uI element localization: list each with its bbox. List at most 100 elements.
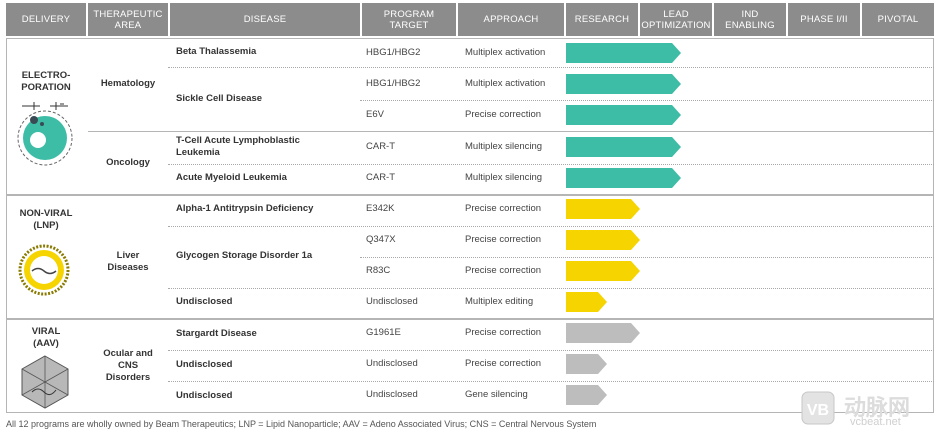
- progress-arrow: [566, 354, 607, 374]
- header-approach-label: APPROACH: [483, 14, 539, 25]
- program-target: E342K: [366, 203, 395, 214]
- progress-arrow: [566, 261, 640, 281]
- watermark-cn: 动脉网: [844, 396, 911, 421]
- progress-arrow-shape: [566, 261, 640, 281]
- program-approach: Multiplex activation: [465, 47, 546, 58]
- watermark-en: vcbeat.net: [850, 416, 901, 428]
- hematology-oncology-divider: [88, 131, 934, 132]
- footnote: All 12 programs are wholly owned by Beam…: [6, 419, 597, 429]
- progress-arrow: [566, 230, 640, 250]
- header-lead-label: LEAD OPTIMIZATION: [641, 8, 711, 31]
- progress-arrow: [566, 137, 681, 157]
- header-phase: PHASE I/II: [788, 3, 860, 36]
- header-target-label: PROGRAM TARGET: [383, 8, 435, 31]
- header-delivery: DELIVERY: [6, 3, 86, 36]
- program-approach: Precise correction: [465, 203, 542, 214]
- progress-arrow-shape: [566, 199, 640, 219]
- progress-arrow: [566, 105, 681, 125]
- program-approach: Precise correction: [465, 265, 542, 276]
- disease-label: Glycogen Storage Disorder 1a: [176, 250, 313, 261]
- header-research-label: RESEARCH: [574, 14, 630, 25]
- progress-arrow-shape: [566, 168, 681, 188]
- disease-label: Undisclosed: [176, 390, 233, 401]
- progress-arrow-shape: [566, 323, 640, 343]
- progress-arrow: [566, 168, 681, 188]
- program-approach: Precise correction: [465, 109, 542, 120]
- header-research: RESEARCH: [566, 3, 638, 36]
- program-target: CAR-T: [366, 141, 396, 152]
- progress-arrow: [566, 292, 607, 312]
- program-target: Undisclosed: [366, 389, 418, 400]
- header-ind-label: IND ENABLING: [725, 8, 775, 31]
- program-target: R83C: [366, 265, 391, 276]
- row-divider: [168, 67, 934, 68]
- row-divider: [168, 288, 934, 289]
- program-target: E6V: [366, 109, 384, 120]
- progress-arrow-shape: [566, 137, 681, 157]
- pipeline-header: DELIVERY THERAPEUTIC AREA DISEASE PROGRAM T…: [6, 3, 934, 36]
- electroporation-icon: [17, 102, 73, 166]
- lnp-icon: [18, 244, 70, 296]
- program-approach: Multiplex silencing: [465, 172, 543, 183]
- program-target: Undisclosed: [366, 358, 418, 369]
- disease-label: Beta Thalassemia: [176, 46, 257, 57]
- row-divider: [168, 164, 934, 165]
- program-target: Undisclosed: [366, 296, 418, 307]
- disease-label: T-Cell Acute Lymphoblastic Leukemia: [176, 135, 300, 158]
- progress-arrow: [566, 385, 607, 405]
- header-pivotal-label: PIVOTAL: [877, 14, 919, 25]
- progress-arrow-shape: [566, 292, 607, 312]
- disease-label: Undisclosed: [176, 296, 233, 307]
- header-disease-label: DISEASE: [243, 14, 287, 25]
- progress-arrow: [566, 323, 640, 343]
- disease-label: Undisclosed: [176, 359, 233, 370]
- header-lead: LEAD OPTIMIZATION: [640, 3, 712, 36]
- header-ind: IND ENABLING: [714, 3, 786, 36]
- program-target: CAR-T: [366, 172, 396, 183]
- header-area: THERAPEUTIC AREA: [88, 3, 168, 36]
- disease-label: Acute Myeloid Leukemia: [176, 172, 287, 183]
- row-divider: [360, 257, 934, 258]
- area-hematology-label: Hematology: [100, 78, 156, 89]
- progress-arrow-shape: [566, 230, 640, 250]
- vcbeat-watermark: VB 动脉网 vcbeat.net: [800, 390, 936, 428]
- header-approach: APPROACH: [458, 3, 564, 36]
- program-approach: Multiplex silencing: [465, 141, 543, 152]
- delivery-aav-label: VIRAL (AAV): [31, 326, 61, 349]
- program-target: HBG1/HBG2: [366, 78, 421, 89]
- header-phase-label: PHASE I/II: [800, 14, 848, 25]
- program-approach: Precise correction: [465, 234, 542, 245]
- row-divider: [360, 100, 934, 101]
- progress-arrow: [566, 43, 681, 63]
- aav-section: [6, 319, 934, 413]
- row-divider: [168, 350, 934, 351]
- area-oncology-label: Oncology: [106, 157, 150, 168]
- program-approach: Precise correction: [465, 327, 542, 338]
- progress-arrow-shape: [566, 385, 607, 405]
- delivery-lnp-label: NON-VIRAL (LNP): [19, 208, 73, 231]
- progress-arrow-shape: [566, 74, 681, 94]
- header-delivery-label: DELIVERY: [21, 14, 71, 25]
- aav-icon: [21, 355, 69, 409]
- area-liver-label: Liver Diseases: [107, 250, 149, 273]
- electroporation-section: [6, 38, 934, 195]
- header-disease: DISEASE: [170, 3, 360, 36]
- header-area-label: THERAPEUTIC AREA: [93, 8, 163, 31]
- program-approach: Multiplex editing: [465, 296, 534, 307]
- program-target: HBG1/HBG2: [366, 47, 421, 58]
- row-divider: [168, 381, 934, 382]
- header-pivotal: PIVOTAL: [862, 3, 934, 36]
- progress-arrow: [566, 74, 681, 94]
- disease-label: Sickle Cell Disease: [176, 93, 263, 104]
- program-approach: Multiplex activation: [465, 78, 546, 89]
- progress-arrow-shape: [566, 43, 681, 63]
- header-target: PROGRAM TARGET: [362, 3, 456, 36]
- area-ocular-cns-label: Ocular and CNS Disorders: [103, 348, 153, 383]
- vcbeat-logo-icon: VB: [801, 391, 835, 425]
- progress-arrow-shape: [566, 105, 681, 125]
- disease-label: Stargardt Disease: [176, 328, 257, 339]
- progress-arrow: [566, 199, 640, 219]
- vcbeat-logo-text: VB: [807, 402, 829, 419]
- disease-label: Alpha-1 Antitrypsin Deficiency: [176, 203, 314, 214]
- delivery-electroporation-label: ELECTRO- PORATION: [21, 70, 71, 93]
